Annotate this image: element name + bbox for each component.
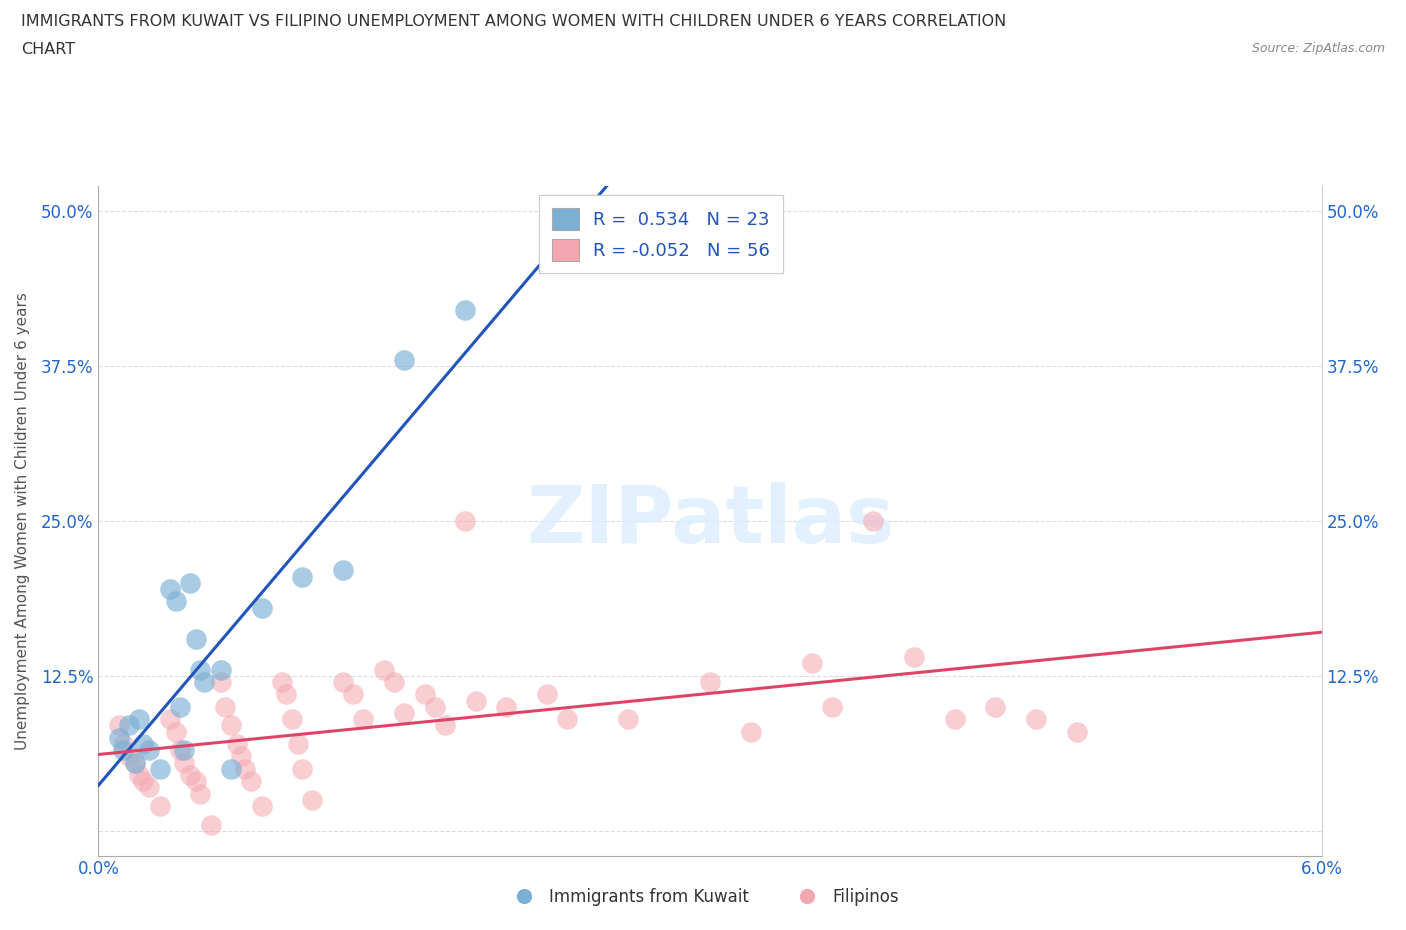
Point [342,687,364,702]
Text: IMMIGRANTS FROM KUWAIT VS FILIPINO UNEMPLOYMENT AMONG WOMEN WITH CHILDREN UNDER : IMMIGRANTS FROM KUWAIT VS FILIPINO UNEMP… [21,14,1007,29]
Point [128,767,150,782]
Point [332,674,354,689]
Point [454,513,477,528]
Point [219,718,242,733]
Point [159,711,181,726]
Point [118,749,141,764]
Point [149,799,172,814]
Point [229,749,253,764]
Text: ZIPatlas: ZIPatlas [526,482,894,560]
Point [274,687,297,702]
Point [903,650,925,665]
Point [226,737,249,751]
Point [301,792,323,807]
Legend: R =  0.534   N = 23, R = -0.052   N = 56: R = 0.534 N = 23, R = -0.052 N = 56 [540,195,783,273]
Text: CHART: CHART [21,42,75,57]
Point [536,687,558,702]
Point [464,693,486,708]
Point [352,711,374,726]
Point [188,786,212,801]
Point [165,724,187,739]
Point [128,711,150,726]
Point [219,762,242,777]
Point [740,724,762,739]
Point [233,762,256,777]
Point [281,711,304,726]
Point [149,762,172,777]
Point [287,737,309,751]
Point [291,569,314,584]
Point [1025,711,1047,726]
Point [124,755,146,770]
Point [173,743,195,758]
Point [179,576,201,591]
Point [555,711,579,726]
Point [382,674,405,689]
Point [173,755,195,770]
Point [495,699,517,714]
Point [821,699,844,714]
Point [165,594,187,609]
Point [132,774,155,789]
Point [159,581,181,596]
Point [186,631,208,646]
Point [392,706,416,721]
Point [111,737,134,751]
Point [413,687,436,702]
Point [138,780,160,795]
Point [984,699,1007,714]
Point [108,718,131,733]
Point [111,743,134,758]
Point [124,755,146,770]
Text: Source: ZipAtlas.com: Source: ZipAtlas.com [1251,42,1385,55]
Point [169,743,191,758]
Point [209,662,232,677]
Y-axis label: Unemployment Among Women with Children Under 6 years: Unemployment Among Women with Children U… [15,292,30,750]
Point [209,674,232,689]
Point [200,817,222,832]
Point [250,799,273,814]
Point [332,563,354,578]
Point [291,762,314,777]
Point [392,352,416,367]
Point [1066,724,1088,739]
Point [454,302,477,317]
Point [186,774,208,789]
Point [138,743,160,758]
Point [699,674,721,689]
Point [433,718,456,733]
Point [108,730,131,745]
Point [373,662,395,677]
Point [188,662,212,677]
Point [214,699,236,714]
Point [862,513,884,528]
Point [801,656,824,671]
Point [118,718,141,733]
Point [193,674,215,689]
Point [423,699,446,714]
Point [617,711,640,726]
Point [240,774,263,789]
Point [270,674,292,689]
Point [169,699,191,714]
Point [179,767,201,782]
Point [132,737,155,751]
Point [250,600,273,615]
Point [943,711,966,726]
Legend: Immigrants from Kuwait, Filipinos: Immigrants from Kuwait, Filipinos [501,881,905,912]
